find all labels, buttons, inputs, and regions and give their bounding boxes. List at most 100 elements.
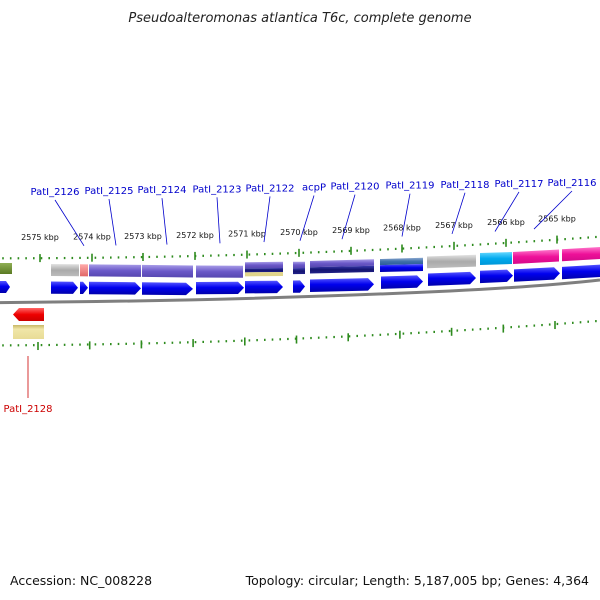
scale-dot — [294, 251, 297, 255]
lower-scale-dot — [94, 343, 97, 346]
gene-label-patl-2128: PatI_2128 — [3, 404, 52, 415]
gene-label: acpP — [302, 183, 326, 194]
scale-tick-label: 2569 kbp — [332, 226, 370, 235]
scale-dot — [379, 248, 382, 251]
cog-box-purple — [196, 265, 243, 278]
gene-arrow-forward — [0, 281, 10, 293]
lower-scale-dot — [248, 339, 251, 342]
cog-box-blue — [380, 264, 423, 272]
scale-dot — [179, 255, 181, 258]
lower-scale-dot — [410, 332, 412, 335]
lower-scale-dot — [287, 337, 289, 341]
gene-label: PatI_2124 — [137, 185, 186, 196]
scale-dot — [387, 248, 389, 251]
scale-dot — [402, 247, 405, 250]
scale-dot — [348, 249, 351, 253]
scale-dot — [394, 247, 397, 251]
scale-dot — [256, 253, 258, 256]
lower-scale-dot — [102, 343, 104, 346]
lower-scale-dot — [402, 332, 405, 335]
scale-dot — [325, 250, 328, 254]
lower-scale-dot — [356, 334, 358, 338]
scale-dot — [364, 249, 366, 252]
cog-box-grey — [51, 264, 79, 277]
scale-dot — [163, 255, 166, 258]
lower-scale-dot — [71, 343, 74, 346]
gene-arrow-forward — [80, 281, 88, 294]
scale-tick — [298, 248, 300, 257]
scale-dot — [541, 239, 543, 242]
gene-label-leader-line — [54, 199, 85, 246]
lower-scale-dot — [541, 323, 543, 327]
gene-label-leader-line — [533, 190, 573, 230]
cog-box-purple — [142, 264, 193, 278]
scale-tick-label: 2571 kbp — [228, 230, 266, 239]
lower-scale-dot — [341, 335, 343, 338]
scale-dot — [217, 254, 220, 257]
scale-tick-label: 2566 kbp — [487, 218, 525, 227]
gene-label-leader-line — [401, 193, 411, 237]
gene-label: PatI_2118 — [440, 180, 489, 191]
map-title: Pseudoalteromonas atlantica T6c, complet… — [128, 11, 471, 26]
lower-scale-tick — [192, 339, 194, 348]
lower-scale-dot — [179, 341, 181, 344]
lower-scale-dot — [595, 320, 597, 323]
scale-dot — [502, 241, 505, 245]
lower-scale-dot — [533, 324, 536, 327]
cog-box-cyan — [480, 252, 512, 265]
lower-scale-tick — [502, 324, 505, 333]
lower-scale-dot — [240, 339, 243, 342]
scale-dot — [148, 255, 151, 259]
lower-scale-dot — [256, 339, 258, 342]
scale-dot — [94, 256, 97, 259]
lower-scale-dot — [317, 336, 320, 339]
lower-scale-dot — [225, 340, 228, 343]
cog-box-navy — [310, 265, 374, 274]
gene-label-leader-line — [216, 197, 221, 244]
scale-dot — [579, 236, 582, 240]
scale-tick-label: 2575 kbp — [21, 233, 59, 242]
scale-dot — [71, 256, 74, 260]
lower-scale-dot — [425, 331, 428, 334]
lower-scale-dot — [325, 336, 328, 339]
scale-dot — [425, 246, 428, 249]
lower-scale-dot — [163, 341, 166, 345]
lower-scale-dot — [217, 340, 220, 343]
lower-scale-dot — [125, 342, 127, 345]
scale-dot — [410, 247, 412, 250]
scale-dot — [317, 251, 320, 254]
lower-scale-dot — [187, 341, 189, 344]
gene-label-leader-line — [494, 191, 520, 232]
lower-scale-dot — [25, 344, 27, 347]
scale-dot — [356, 249, 358, 252]
lower-scale-dot — [294, 337, 297, 340]
lower-scale-dot — [86, 343, 89, 346]
scale-dot — [525, 240, 528, 243]
scale-dot — [33, 257, 35, 260]
gene-label: PatI_2117 — [494, 179, 543, 190]
scale-dot — [310, 251, 312, 254]
gene-arrow-forward — [51, 281, 78, 294]
scale-dot — [117, 256, 120, 259]
cog-feature-track — [0, 247, 600, 278]
gene-arrow-reverse — [13, 308, 44, 321]
scale-dot — [341, 250, 343, 253]
scale-dot — [564, 238, 566, 241]
reverse-strand-track: PatI_2128 — [3, 308, 53, 415]
gene-arrow-forward — [196, 281, 244, 295]
scale-dot — [287, 252, 289, 255]
scale-dot — [156, 255, 158, 258]
scale-tick-label: 2570 kbp — [280, 228, 318, 237]
lower-scale-tick — [140, 340, 143, 349]
lower-scale-dot — [556, 322, 559, 326]
scale-dot — [110, 256, 112, 259]
gene-arrow-forward — [310, 278, 374, 292]
gene-arrow-forward — [245, 280, 283, 294]
scale-dot — [79, 256, 81, 260]
scale-tick — [91, 253, 93, 262]
lower-scale-dot — [364, 334, 366, 337]
scale-dot — [448, 245, 451, 248]
scale-dot — [464, 244, 466, 247]
lower-scale-dot — [394, 332, 397, 336]
